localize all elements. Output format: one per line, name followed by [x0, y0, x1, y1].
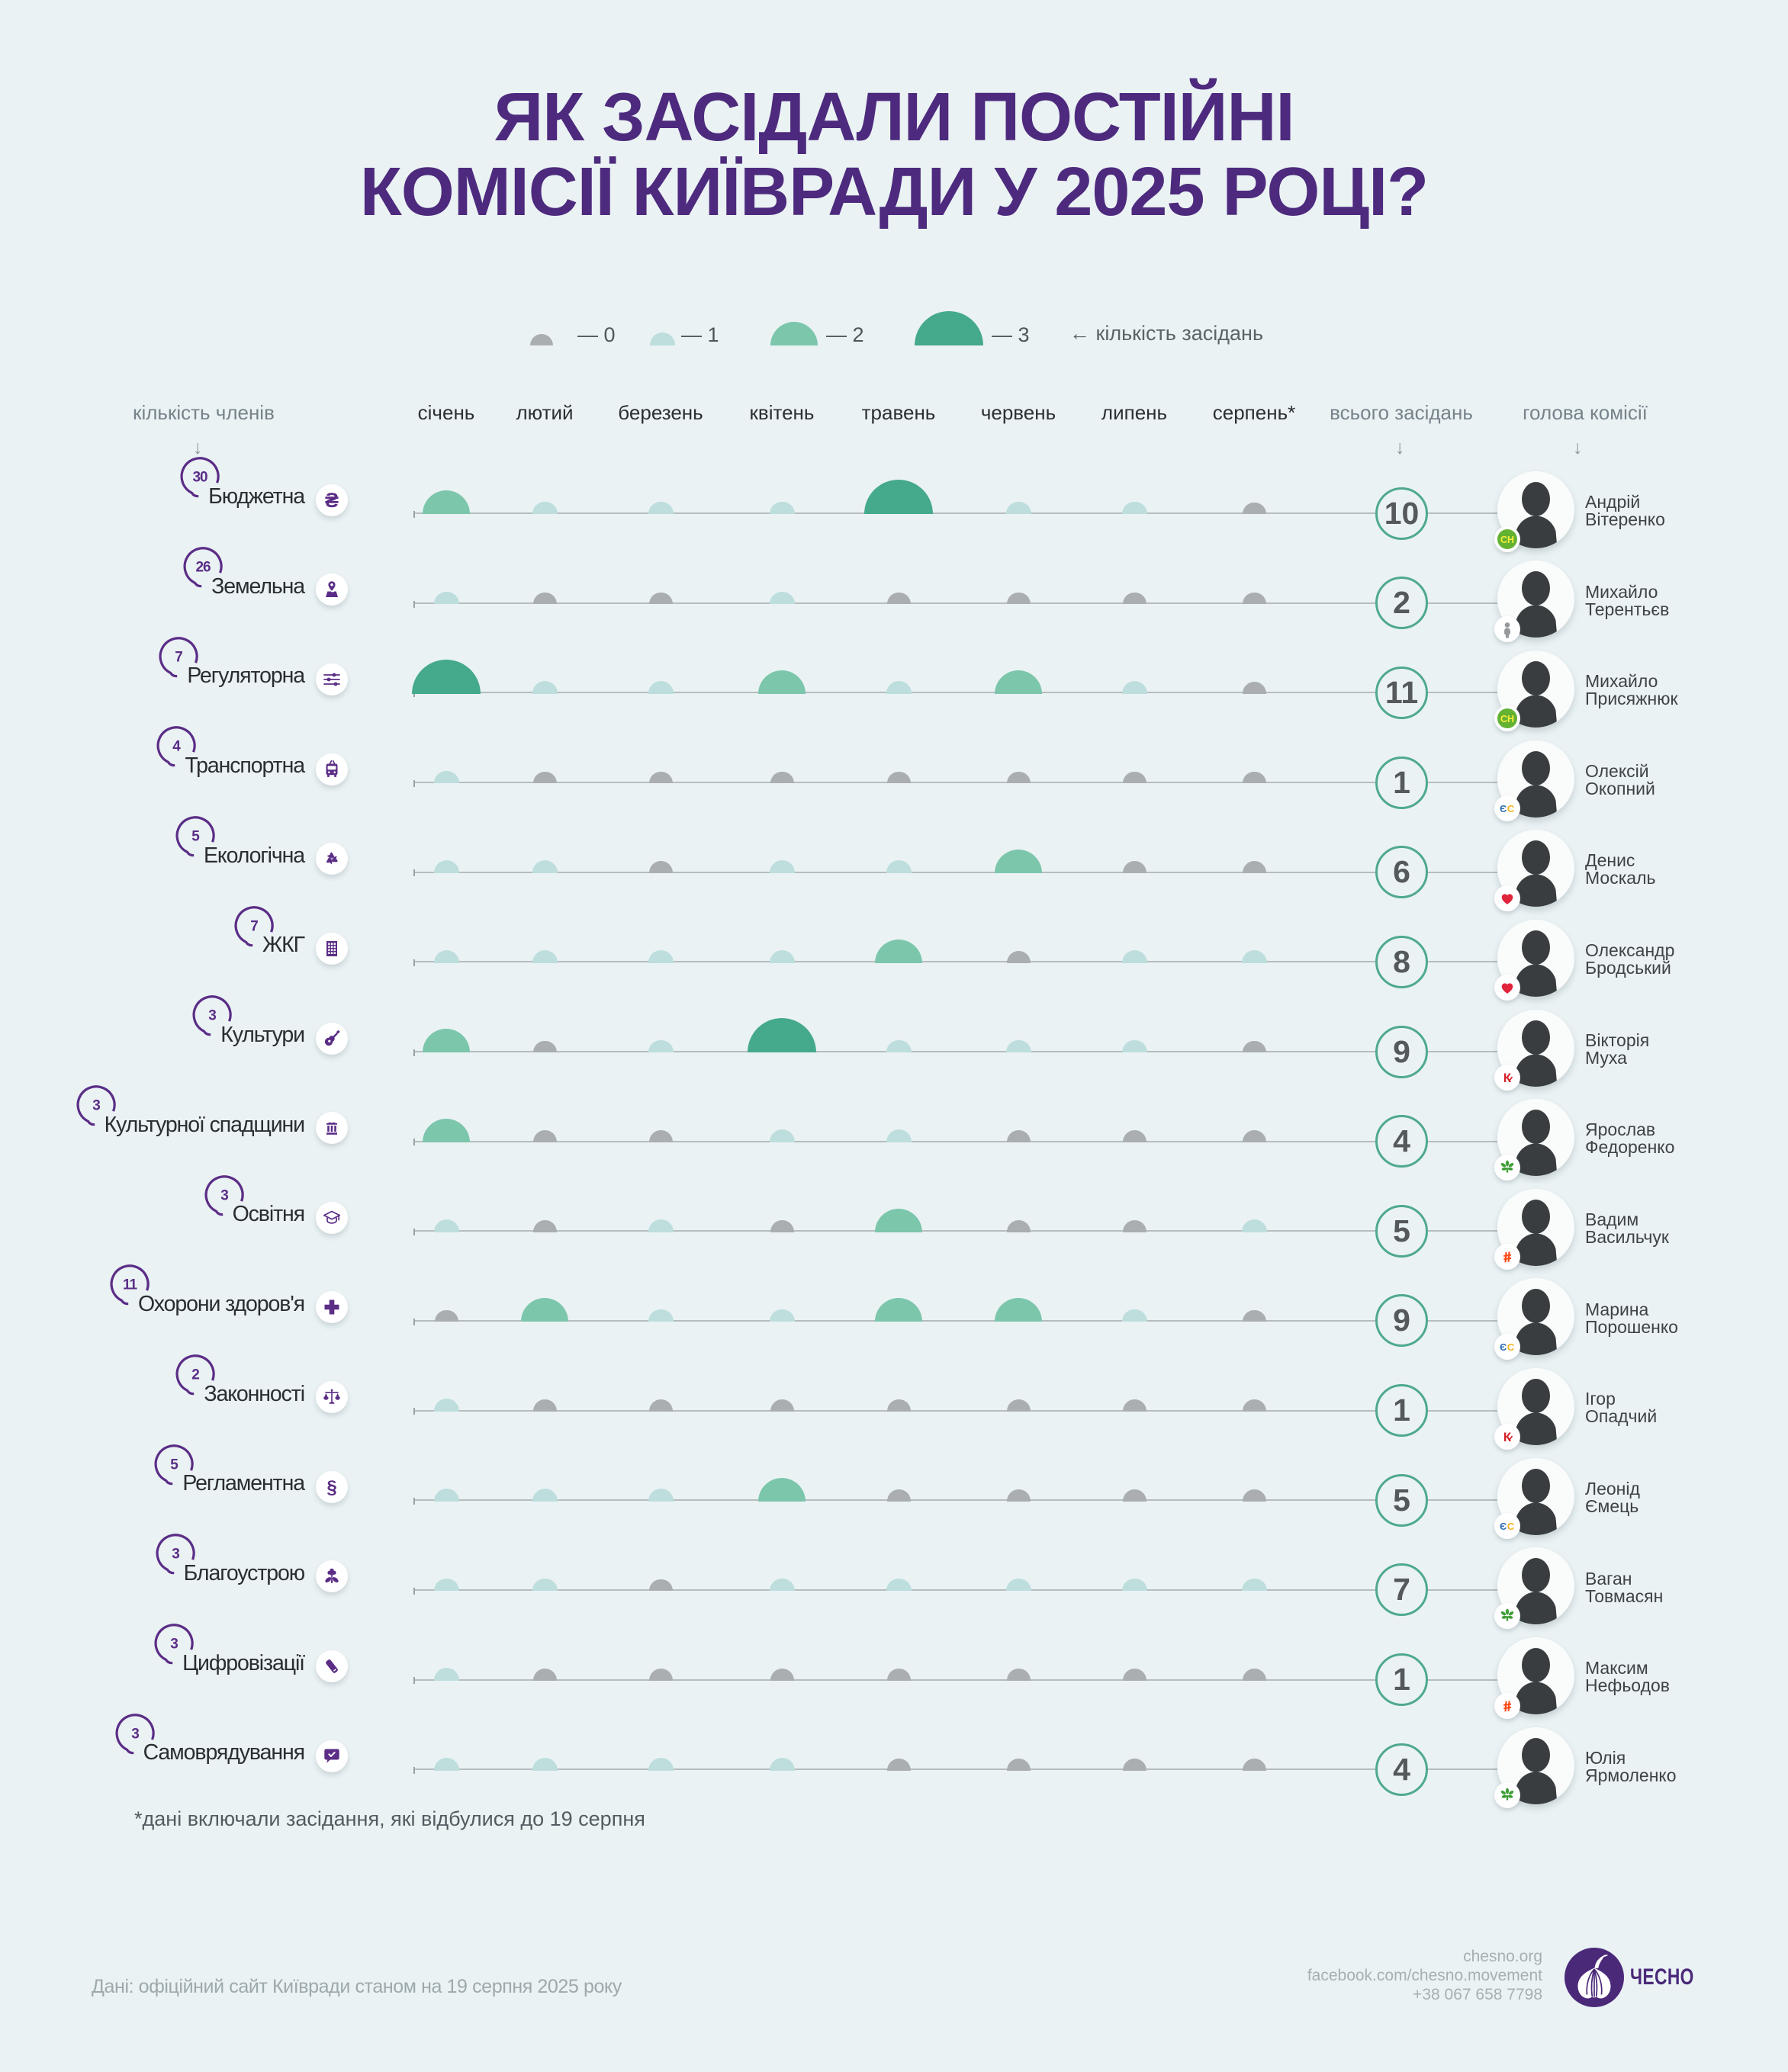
svg-text:К: К	[1503, 1071, 1511, 1085]
svg-text:СН: СН	[1500, 535, 1513, 545]
svg-text:30: 30	[193, 470, 207, 486]
svg-text:26: 26	[196, 560, 211, 576]
svg-text:К: К	[1503, 1430, 1511, 1444]
svg-text:Є: Є	[1499, 803, 1506, 814]
svg-text:3: 3	[172, 1547, 179, 1563]
svg-text:11: 11	[123, 1277, 137, 1293]
svg-text:₴: ₴	[325, 489, 339, 512]
svg-text:7: 7	[250, 918, 258, 934]
svg-text:#: #	[1502, 1698, 1512, 1714]
svg-text:3: 3	[170, 1637, 178, 1653]
svg-text:С: С	[1507, 1521, 1514, 1532]
svg-text:#: #	[1502, 1249, 1512, 1265]
svg-text:Є: Є	[1499, 1341, 1506, 1353]
svg-text:СН: СН	[1500, 714, 1513, 724]
svg-text:3: 3	[220, 1187, 228, 1203]
svg-text:5: 5	[171, 1457, 179, 1473]
svg-text:4: 4	[173, 739, 182, 755]
svg-text:3: 3	[92, 1098, 100, 1114]
svg-text:С: С	[1507, 803, 1514, 814]
svg-text:5: 5	[191, 829, 200, 845]
svg-text:С: С	[1507, 1341, 1514, 1353]
svg-text:3: 3	[131, 1726, 139, 1742]
svg-text:§: §	[326, 1477, 336, 1498]
svg-text:7: 7	[175, 649, 183, 665]
svg-text:3: 3	[209, 1008, 217, 1024]
svg-text:2: 2	[192, 1367, 200, 1383]
svg-text:Є: Є	[1499, 1521, 1506, 1532]
